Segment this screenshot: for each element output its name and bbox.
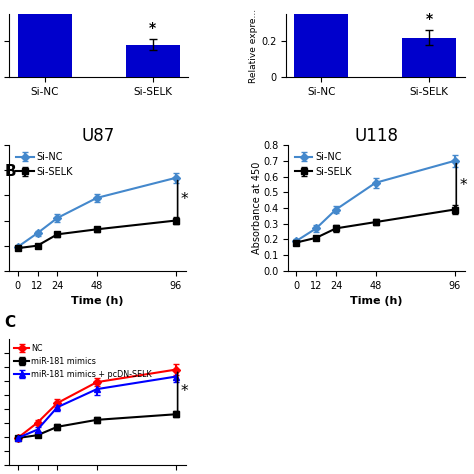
X-axis label: Time (h): Time (h) — [350, 296, 402, 306]
Text: *: * — [181, 191, 189, 207]
Text: *: * — [426, 12, 433, 26]
Bar — [18, 0, 72, 77]
Bar — [126, 45, 180, 77]
Bar — [402, 37, 456, 77]
Text: C: C — [5, 315, 16, 330]
Legend: Si-NC, Si-SELK: Si-NC, Si-SELK — [14, 150, 75, 179]
Legend: Si-NC, Si-SELK: Si-NC, Si-SELK — [293, 150, 354, 179]
Bar — [294, 0, 348, 77]
Y-axis label: Absorbance at 450: Absorbance at 450 — [252, 162, 262, 254]
Legend: NC, miR-181 mimics, miR-181 mimics + pcDN-SELK: NC, miR-181 mimics, miR-181 mimics + pcD… — [13, 343, 153, 380]
Y-axis label: Relative expre...: Relative expre... — [249, 9, 258, 82]
Text: *: * — [149, 21, 156, 35]
Text: B: B — [5, 164, 17, 179]
Title: U118: U118 — [355, 127, 398, 145]
Text: *: * — [460, 178, 467, 192]
Title: U87: U87 — [81, 127, 114, 145]
X-axis label: Time (h): Time (h) — [72, 296, 124, 306]
Text: *: * — [181, 384, 189, 400]
